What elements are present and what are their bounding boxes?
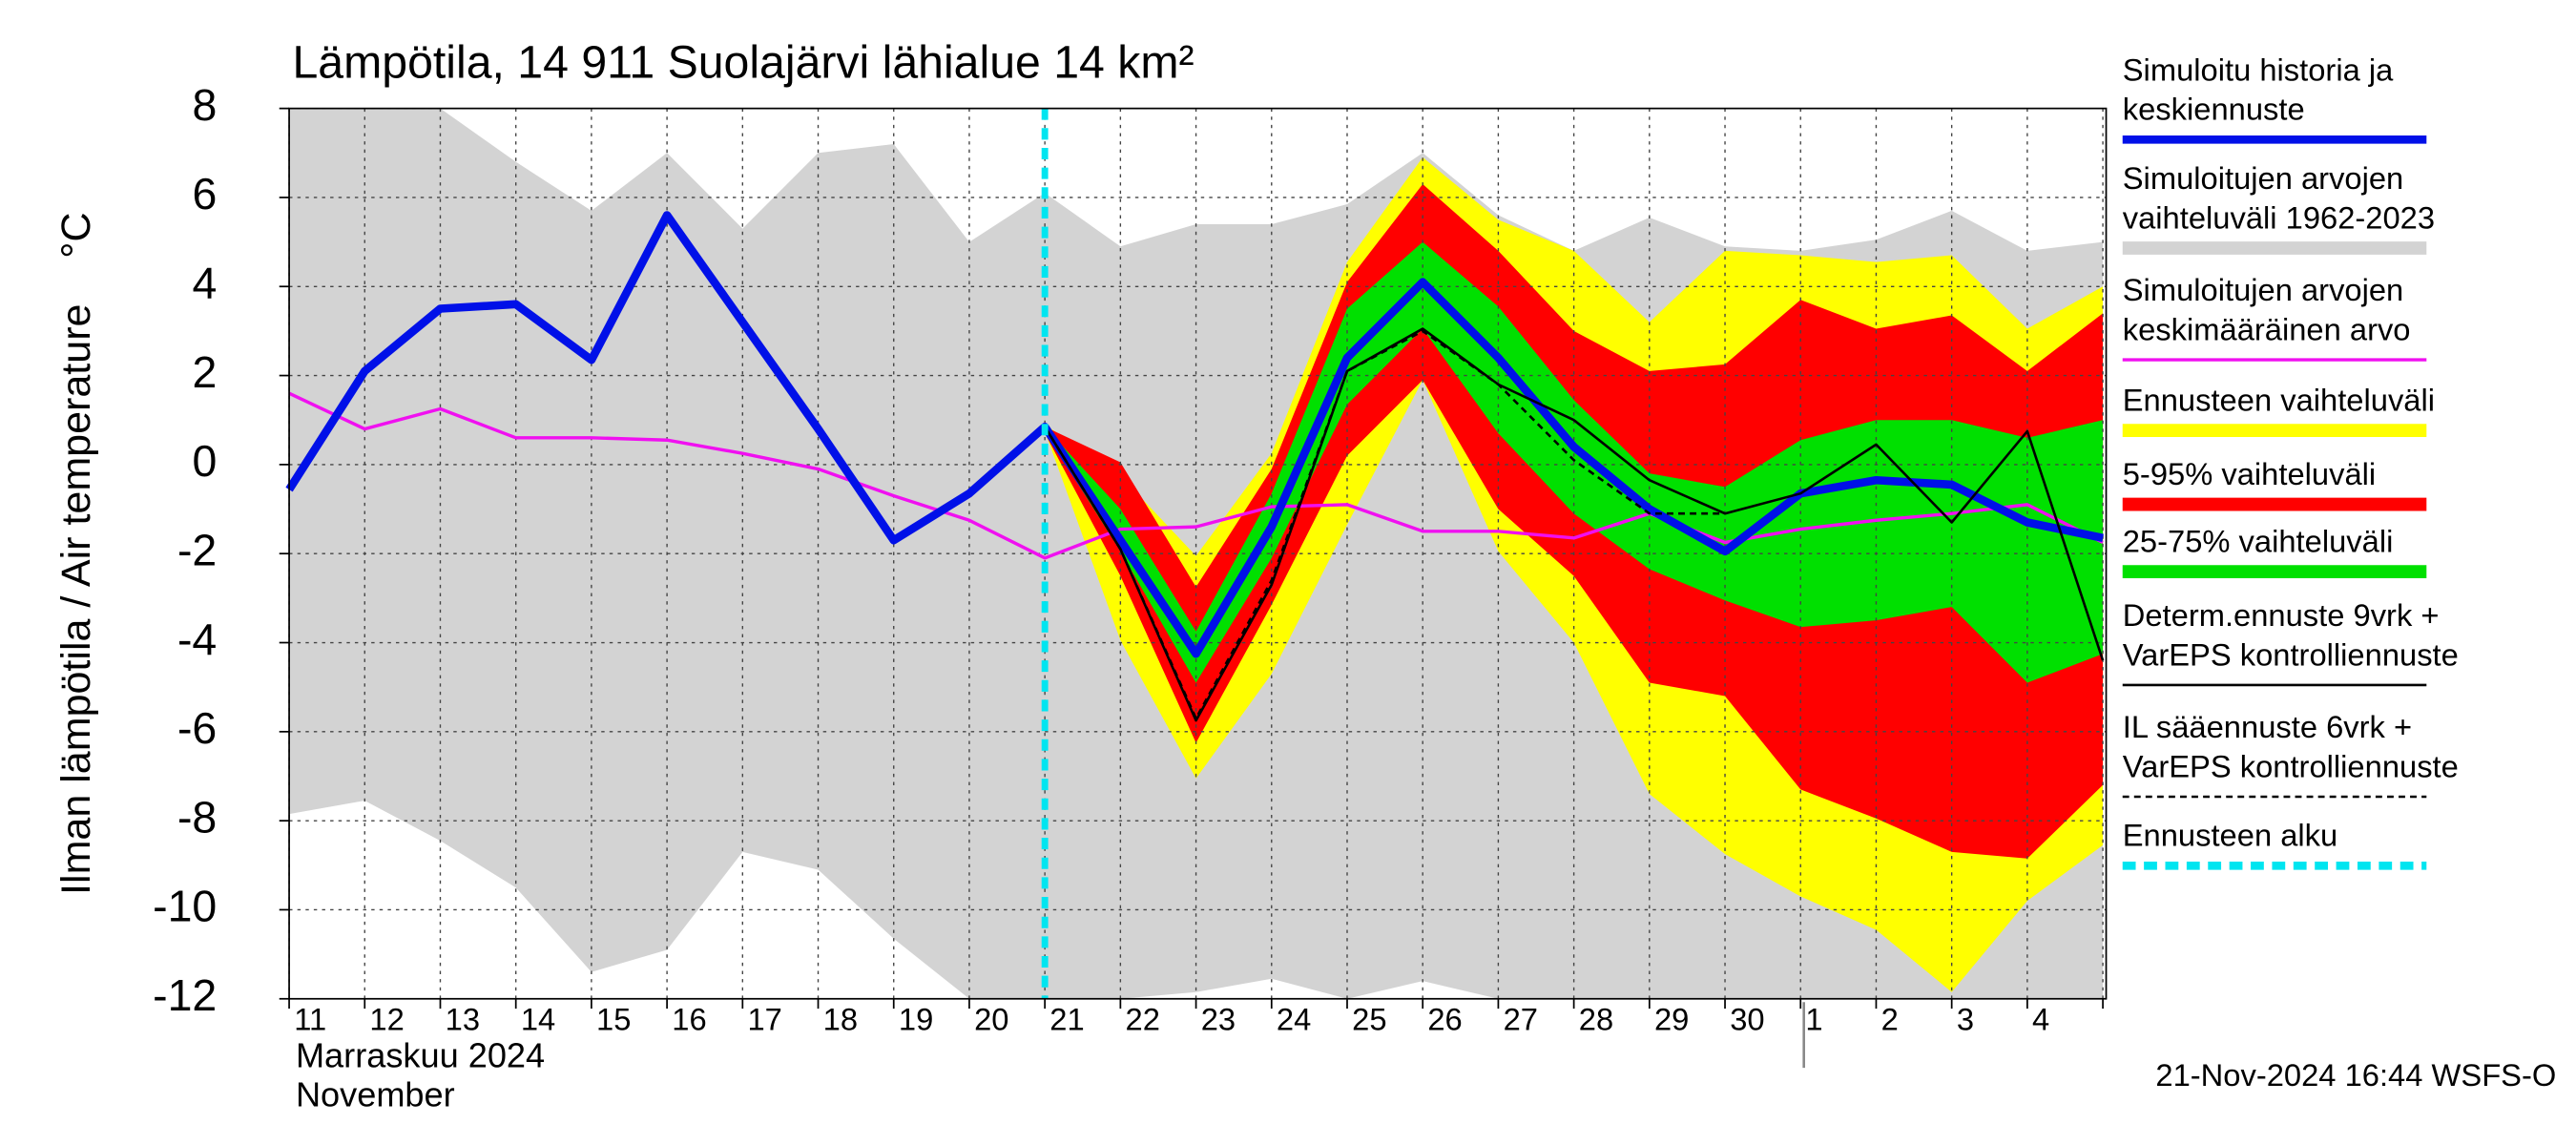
y-tick-label: -4 <box>177 614 217 664</box>
x-tick-label: 26 <box>1427 1002 1462 1037</box>
y-tick-label: -12 <box>153 970 217 1020</box>
y-tick-label: 6 <box>192 169 217 219</box>
x-tick-label: 20 <box>974 1002 1008 1037</box>
x-tick-label: 23 <box>1201 1002 1236 1037</box>
legend-label: Simuloitujen arvojen <box>2123 272 2404 307</box>
x-tick-label: 25 <box>1352 1002 1386 1037</box>
x-tick-label: 29 <box>1654 1002 1689 1037</box>
x-tick-label: 22 <box>1126 1002 1160 1037</box>
y-tick-label: -6 <box>177 703 217 753</box>
legend-label: keskimääräinen arvo <box>2123 311 2411 346</box>
legend-label: Simuloitujen arvojen <box>2123 160 2404 196</box>
legend-label: IL sääennuste 6vrk + <box>2123 709 2412 744</box>
y-axis-label: Ilman lämpötila / Air temperature °C <box>53 212 99 894</box>
x-tick-label: 13 <box>446 1002 480 1037</box>
legend-label: 5-95% vaihteluväli <box>2123 456 2376 491</box>
x-tick-label: 4 <box>2032 1002 2049 1037</box>
legend-label: keskiennuste <box>2123 92 2305 127</box>
x-tick-label: 27 <box>1504 1002 1538 1037</box>
y-tick-label: 8 <box>192 80 217 130</box>
x-tick-label: 16 <box>672 1002 706 1037</box>
legend-label: Simuloitu historia ja <box>2123 52 2394 87</box>
x-tick-label: 17 <box>747 1002 781 1037</box>
x-tick-label: 2 <box>1881 1002 1899 1037</box>
y-tick-label: -8 <box>177 792 217 842</box>
y-tick-label: 0 <box>192 436 217 486</box>
legend-label: VarEPS kontrolliennuste <box>2123 636 2459 672</box>
y-tick-label: -10 <box>153 882 217 931</box>
x-tick-label: 11 <box>294 1002 326 1037</box>
line <box>1044 327 2105 722</box>
x-tick-label: 24 <box>1277 1002 1311 1037</box>
legend-label: 25-75% vaihteluväli <box>2123 524 2394 559</box>
y-tick-label: 4 <box>192 259 217 308</box>
y-tick-label: -2 <box>177 525 217 574</box>
x-tick-label: 14 <box>521 1002 555 1037</box>
x-tick-label: 12 <box>369 1002 404 1037</box>
line <box>1044 329 1726 720</box>
x-axis-label: November <box>296 1075 455 1114</box>
x-tick-label: 28 <box>1579 1002 1613 1037</box>
legend-label: Determ.ennuste 9vrk + <box>2123 597 2440 633</box>
x-tick-label: 19 <box>899 1002 933 1037</box>
x-tick-label: 3 <box>1957 1002 1974 1037</box>
chart-title: Lämpötila, 14 911 Suolajärvi lähialue 14… <box>293 37 1195 89</box>
legend-label: Ennusteen alku <box>2123 818 2337 853</box>
x-tick-label: 21 <box>1049 1002 1084 1037</box>
legend-label: Ennusteen vaihteluväli <box>2123 382 2435 417</box>
plot-area <box>285 107 2108 1000</box>
x-tick-label: 18 <box>823 1002 858 1037</box>
y-tick-label: 2 <box>192 347 217 397</box>
legend-label: VarEPS kontrolliennuste <box>2123 748 2459 783</box>
line <box>288 391 2104 560</box>
x-tick-label: 1 <box>1805 1002 1822 1037</box>
legend-label: vaihteluväli 1962-2023 <box>2123 199 2435 235</box>
x-tick-label: 15 <box>596 1002 631 1037</box>
footer: 21-Nov-2024 16:44 WSFS-O <box>2155 1057 2556 1093</box>
x-tick-label: 30 <box>1730 1002 1764 1037</box>
x-axis-label: Marraskuu 2024 <box>296 1035 545 1074</box>
